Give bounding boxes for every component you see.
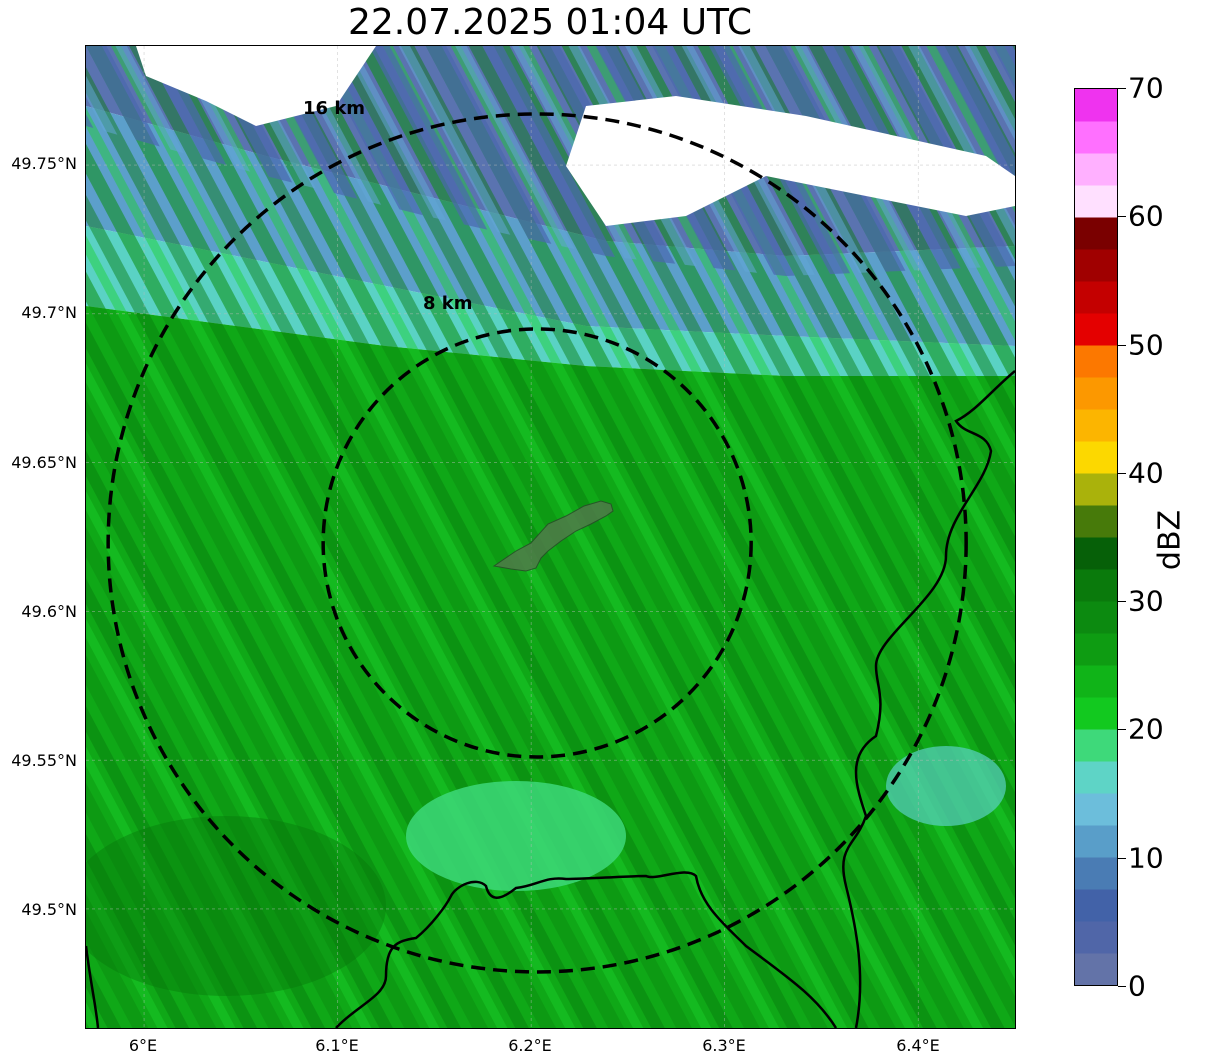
colorbar-tick-label: 0 (1128, 969, 1146, 1003)
colorbar-tick (1118, 857, 1126, 859)
colorbar-tick-label: 30 (1128, 584, 1164, 618)
colorbar-swatch (1075, 761, 1117, 794)
map-title: 22.07.2025 01:04 UTC (347, 2, 753, 43)
colorbar-swatch (1075, 505, 1117, 538)
colorbar-swatch (1075, 825, 1117, 858)
lat-label: 49.55°N (11, 751, 77, 770)
colorbar-tick (1118, 216, 1126, 218)
colorbar-tick-label: 40 (1128, 456, 1164, 490)
lon-label: 6.3°E (702, 1036, 746, 1055)
lon-label: 6.4°E (896, 1036, 940, 1055)
colorbar-swatch (1075, 185, 1117, 218)
colorbar-tick-label: 70 (1128, 71, 1164, 105)
colorbar-swatch (1075, 121, 1117, 154)
colorbar-swatch (1075, 281, 1117, 314)
colorbar-swatch (1075, 857, 1117, 890)
colorbar-swatch (1075, 633, 1117, 666)
lon-label: 6.2°E (508, 1036, 552, 1055)
colorbar-swatch (1075, 569, 1117, 602)
colorbar-tick (1118, 88, 1126, 89)
range-ring-8km (321, 327, 753, 759)
colorbar-swatch (1075, 953, 1117, 985)
colorbar-swatch (1075, 889, 1117, 922)
lon-label: 6°E (128, 1036, 158, 1055)
colorbar-swatch (1075, 729, 1117, 762)
colorbar-swatch (1075, 345, 1117, 378)
border-line-south (335, 871, 838, 1028)
colorbar-swatch (1075, 601, 1117, 634)
colorbar-tick-label: 20 (1128, 712, 1164, 746)
colorbar-swatch (1075, 537, 1117, 570)
colorbar-tick-label: 10 (1128, 841, 1164, 875)
colorbar-tick (1118, 986, 1126, 987)
radar-map[interactable] (85, 45, 1016, 1029)
lat-label: 49.65°N (11, 453, 77, 472)
lat-label: 49.7°N (21, 303, 77, 322)
colorbar-swatch (1075, 313, 1117, 346)
light-echo-south (406, 781, 626, 891)
colorbar-tick (1118, 344, 1126, 346)
colorbar-swatch (1075, 441, 1117, 474)
colorbar-tick (1118, 601, 1126, 603)
colorbar-tick-label: 60 (1128, 199, 1164, 233)
colorbar-swatch (1075, 153, 1117, 186)
lat-label: 49.75°N (11, 154, 77, 173)
colorbar-swatch (1075, 217, 1117, 250)
lat-label: 49.5°N (21, 900, 77, 919)
clear-air-gap-west (136, 46, 376, 126)
graticule (86, 46, 1015, 1028)
lon-label: 6.1°E (315, 1036, 359, 1055)
colorbar-swatch (1075, 409, 1117, 442)
ring-label-16km: 16 km (303, 98, 366, 119)
colorbar-tick-label: 50 (1128, 328, 1164, 362)
colorbar-swatch (1075, 377, 1117, 410)
colorbar-swatch (1075, 697, 1117, 730)
colorbar-swatch (1075, 921, 1117, 954)
border-line-west (86, 945, 100, 1028)
city-outline (492, 500, 614, 572)
colorbar-unit-label: dBZ (1152, 509, 1188, 571)
dark-echo-southwest (86, 816, 386, 996)
colorbar-swatch (1075, 89, 1117, 122)
lat-label: 49.6°N (21, 602, 77, 621)
border-line-east (842, 370, 1015, 1028)
radar-map-canvas (86, 46, 1015, 1028)
colorbar (1074, 88, 1118, 986)
colorbar-tick (1118, 729, 1126, 731)
ring-label-8km: 8 km (423, 293, 473, 314)
colorbar-swatch (1075, 473, 1117, 506)
colorbar-swatch (1075, 665, 1117, 698)
clear-air-gap-north (566, 96, 1015, 226)
colorbar-tick (1118, 472, 1126, 474)
colorbar-swatch (1075, 249, 1117, 282)
colorbar-swatch (1075, 793, 1117, 826)
light-echo-southeast (886, 746, 1006, 826)
range-ring-16km (106, 112, 968, 974)
